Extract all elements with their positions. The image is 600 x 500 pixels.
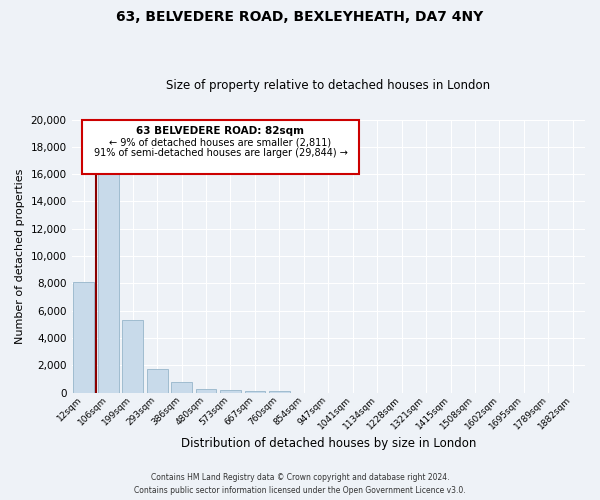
Bar [269, 391, 290, 392]
Y-axis label: Number of detached properties: Number of detached properties [15, 168, 25, 344]
Bar [196, 389, 217, 392]
Text: ← 9% of detached houses are smaller (2,811): ← 9% of detached houses are smaller (2,8… [109, 138, 332, 147]
Text: 91% of semi-detached houses are larger (29,844) →: 91% of semi-detached houses are larger (… [94, 148, 347, 158]
X-axis label: Distribution of detached houses by size in London: Distribution of detached houses by size … [181, 437, 476, 450]
Bar [98, 168, 119, 392]
Bar [220, 390, 241, 392]
Bar [122, 320, 143, 392]
Title: Size of property relative to detached houses in London: Size of property relative to detached ho… [166, 79, 490, 92]
Text: 63 BELVEDERE ROAD: 82sqm: 63 BELVEDERE ROAD: 82sqm [136, 126, 304, 136]
Bar [147, 368, 167, 392]
Bar [245, 391, 265, 392]
Text: Contains HM Land Registry data © Crown copyright and database right 2024.
Contai: Contains HM Land Registry data © Crown c… [134, 474, 466, 495]
FancyBboxPatch shape [82, 120, 359, 174]
Text: 63, BELVEDERE ROAD, BEXLEYHEATH, DA7 4NY: 63, BELVEDERE ROAD, BEXLEYHEATH, DA7 4NY [116, 10, 484, 24]
Bar [73, 282, 94, 393]
Bar [171, 382, 192, 392]
